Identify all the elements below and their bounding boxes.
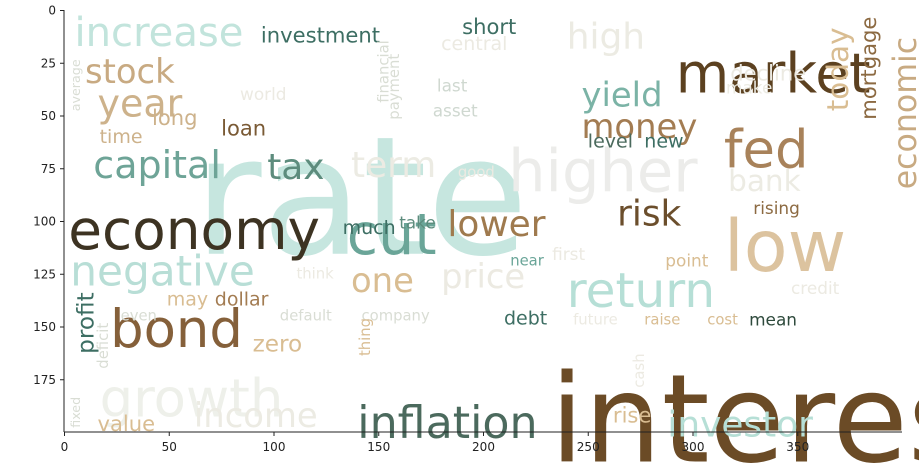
word-one: one: [351, 261, 414, 300]
x-tick-label: 350: [786, 440, 809, 454]
word-long: long: [152, 105, 198, 130]
word-term: term: [351, 145, 436, 186]
word-cash: cash: [631, 353, 648, 387]
word-today: today: [821, 27, 855, 111]
word-bond: bond: [110, 299, 243, 360]
word-growth: growth: [100, 369, 284, 430]
axes: 0 50 100 150 200 250 300 350 0 25 50 75 100 125 150 175: [33, 4, 902, 454]
word-interest: interest: [550, 348, 919, 474]
word-company: company: [362, 308, 430, 325]
word-level: level: [588, 130, 633, 152]
word-economic: economic: [888, 37, 919, 189]
word-return: return: [567, 263, 715, 319]
word-yield: yield: [582, 75, 663, 114]
y-tick-label: 175: [33, 373, 56, 387]
word-profit: profit: [72, 292, 99, 354]
word-good: good: [458, 164, 495, 181]
word-much: much: [343, 217, 396, 239]
x-tick-label: 250: [577, 440, 600, 454]
y-tick-label: 50: [41, 109, 56, 123]
word-financial: financial: [376, 40, 393, 103]
word-time: time: [100, 126, 143, 148]
word-default: default: [280, 308, 332, 325]
word-last: last: [437, 75, 468, 95]
y-tick-label: 0: [48, 4, 56, 18]
y-tick-label: 150: [33, 320, 56, 334]
y-tick-label: 25: [41, 56, 56, 70]
word-credit: credit: [791, 278, 840, 298]
word-deficit: deficit: [95, 323, 112, 369]
word-take: take: [399, 213, 436, 233]
word-future: future: [573, 312, 618, 329]
word-mortgage: mortgage: [856, 17, 881, 120]
word-asset: asset: [433, 101, 478, 121]
word-zero: zero: [253, 331, 303, 358]
word-new: new: [644, 130, 683, 152]
word-average: average: [68, 59, 83, 111]
plot-background: [64, 10, 902, 432]
word-risk: risk: [617, 194, 681, 235]
word-low: low: [724, 204, 846, 288]
word-fed: fed: [724, 120, 809, 181]
word-money: money: [582, 107, 698, 146]
word-cut: cut: [347, 202, 437, 268]
word-think: think: [297, 265, 335, 282]
word-cost: cost: [707, 312, 738, 329]
word-near: near: [510, 253, 545, 270]
word-tax: tax: [267, 147, 324, 188]
word-may: may: [167, 289, 208, 311]
word-market: market: [676, 42, 871, 106]
word-dollar: dollar: [215, 289, 269, 311]
word-even: even: [121, 308, 157, 325]
x-tick-label: 100: [263, 440, 286, 454]
word-rate: rate: [194, 101, 528, 293]
word-investor: investor: [667, 405, 813, 446]
word-rise: rise: [613, 403, 652, 428]
word-make: make: [726, 78, 772, 98]
word-point: point: [665, 251, 708, 271]
word-rising: rising: [753, 198, 800, 218]
word-cloud-words: rateinterest market low fed higher economy cut…: [68, 10, 919, 474]
word-investment: investment: [261, 23, 380, 48]
word-thing: thing: [357, 318, 374, 356]
word-higher: higher: [508, 137, 698, 206]
word-decline: decline: [730, 61, 806, 86]
plot-area: [64, 10, 902, 432]
word-stock: stock: [85, 52, 175, 91]
x-tick-label: 150: [367, 440, 390, 454]
x-tick-label: 50: [162, 440, 177, 454]
y-tick-label: 100: [33, 215, 56, 229]
word-fixed: fixed: [68, 397, 83, 428]
word-negative: negative: [70, 246, 255, 295]
word-bank: bank: [728, 164, 801, 198]
y-tick-label: 75: [41, 162, 56, 176]
word-debt: debt: [504, 308, 547, 330]
y-tick-label: 125: [33, 267, 56, 281]
word-raise: raise: [644, 312, 680, 329]
word-income: income: [194, 396, 318, 435]
word-high: high: [567, 16, 645, 57]
word-short: short: [462, 14, 516, 39]
word-year: year: [98, 82, 183, 126]
word-first: first: [552, 244, 585, 264]
word-mean: mean: [749, 310, 797, 330]
word-capital: capital: [93, 143, 221, 187]
word-payment: payment: [386, 54, 403, 120]
word-price: price: [441, 257, 525, 296]
word-central: central: [441, 33, 507, 55]
word-world: world: [240, 84, 287, 104]
word-loan: loan: [221, 116, 266, 141]
word-lower: lower: [447, 204, 545, 245]
x-tick-label: 200: [472, 440, 495, 454]
word-increase: increase: [75, 10, 244, 56]
x-tick-label: 0: [61, 440, 69, 454]
x-tick-label: 300: [682, 440, 705, 454]
word-economy: economy: [68, 198, 320, 262]
word-inflation: inflation: [357, 398, 537, 449]
